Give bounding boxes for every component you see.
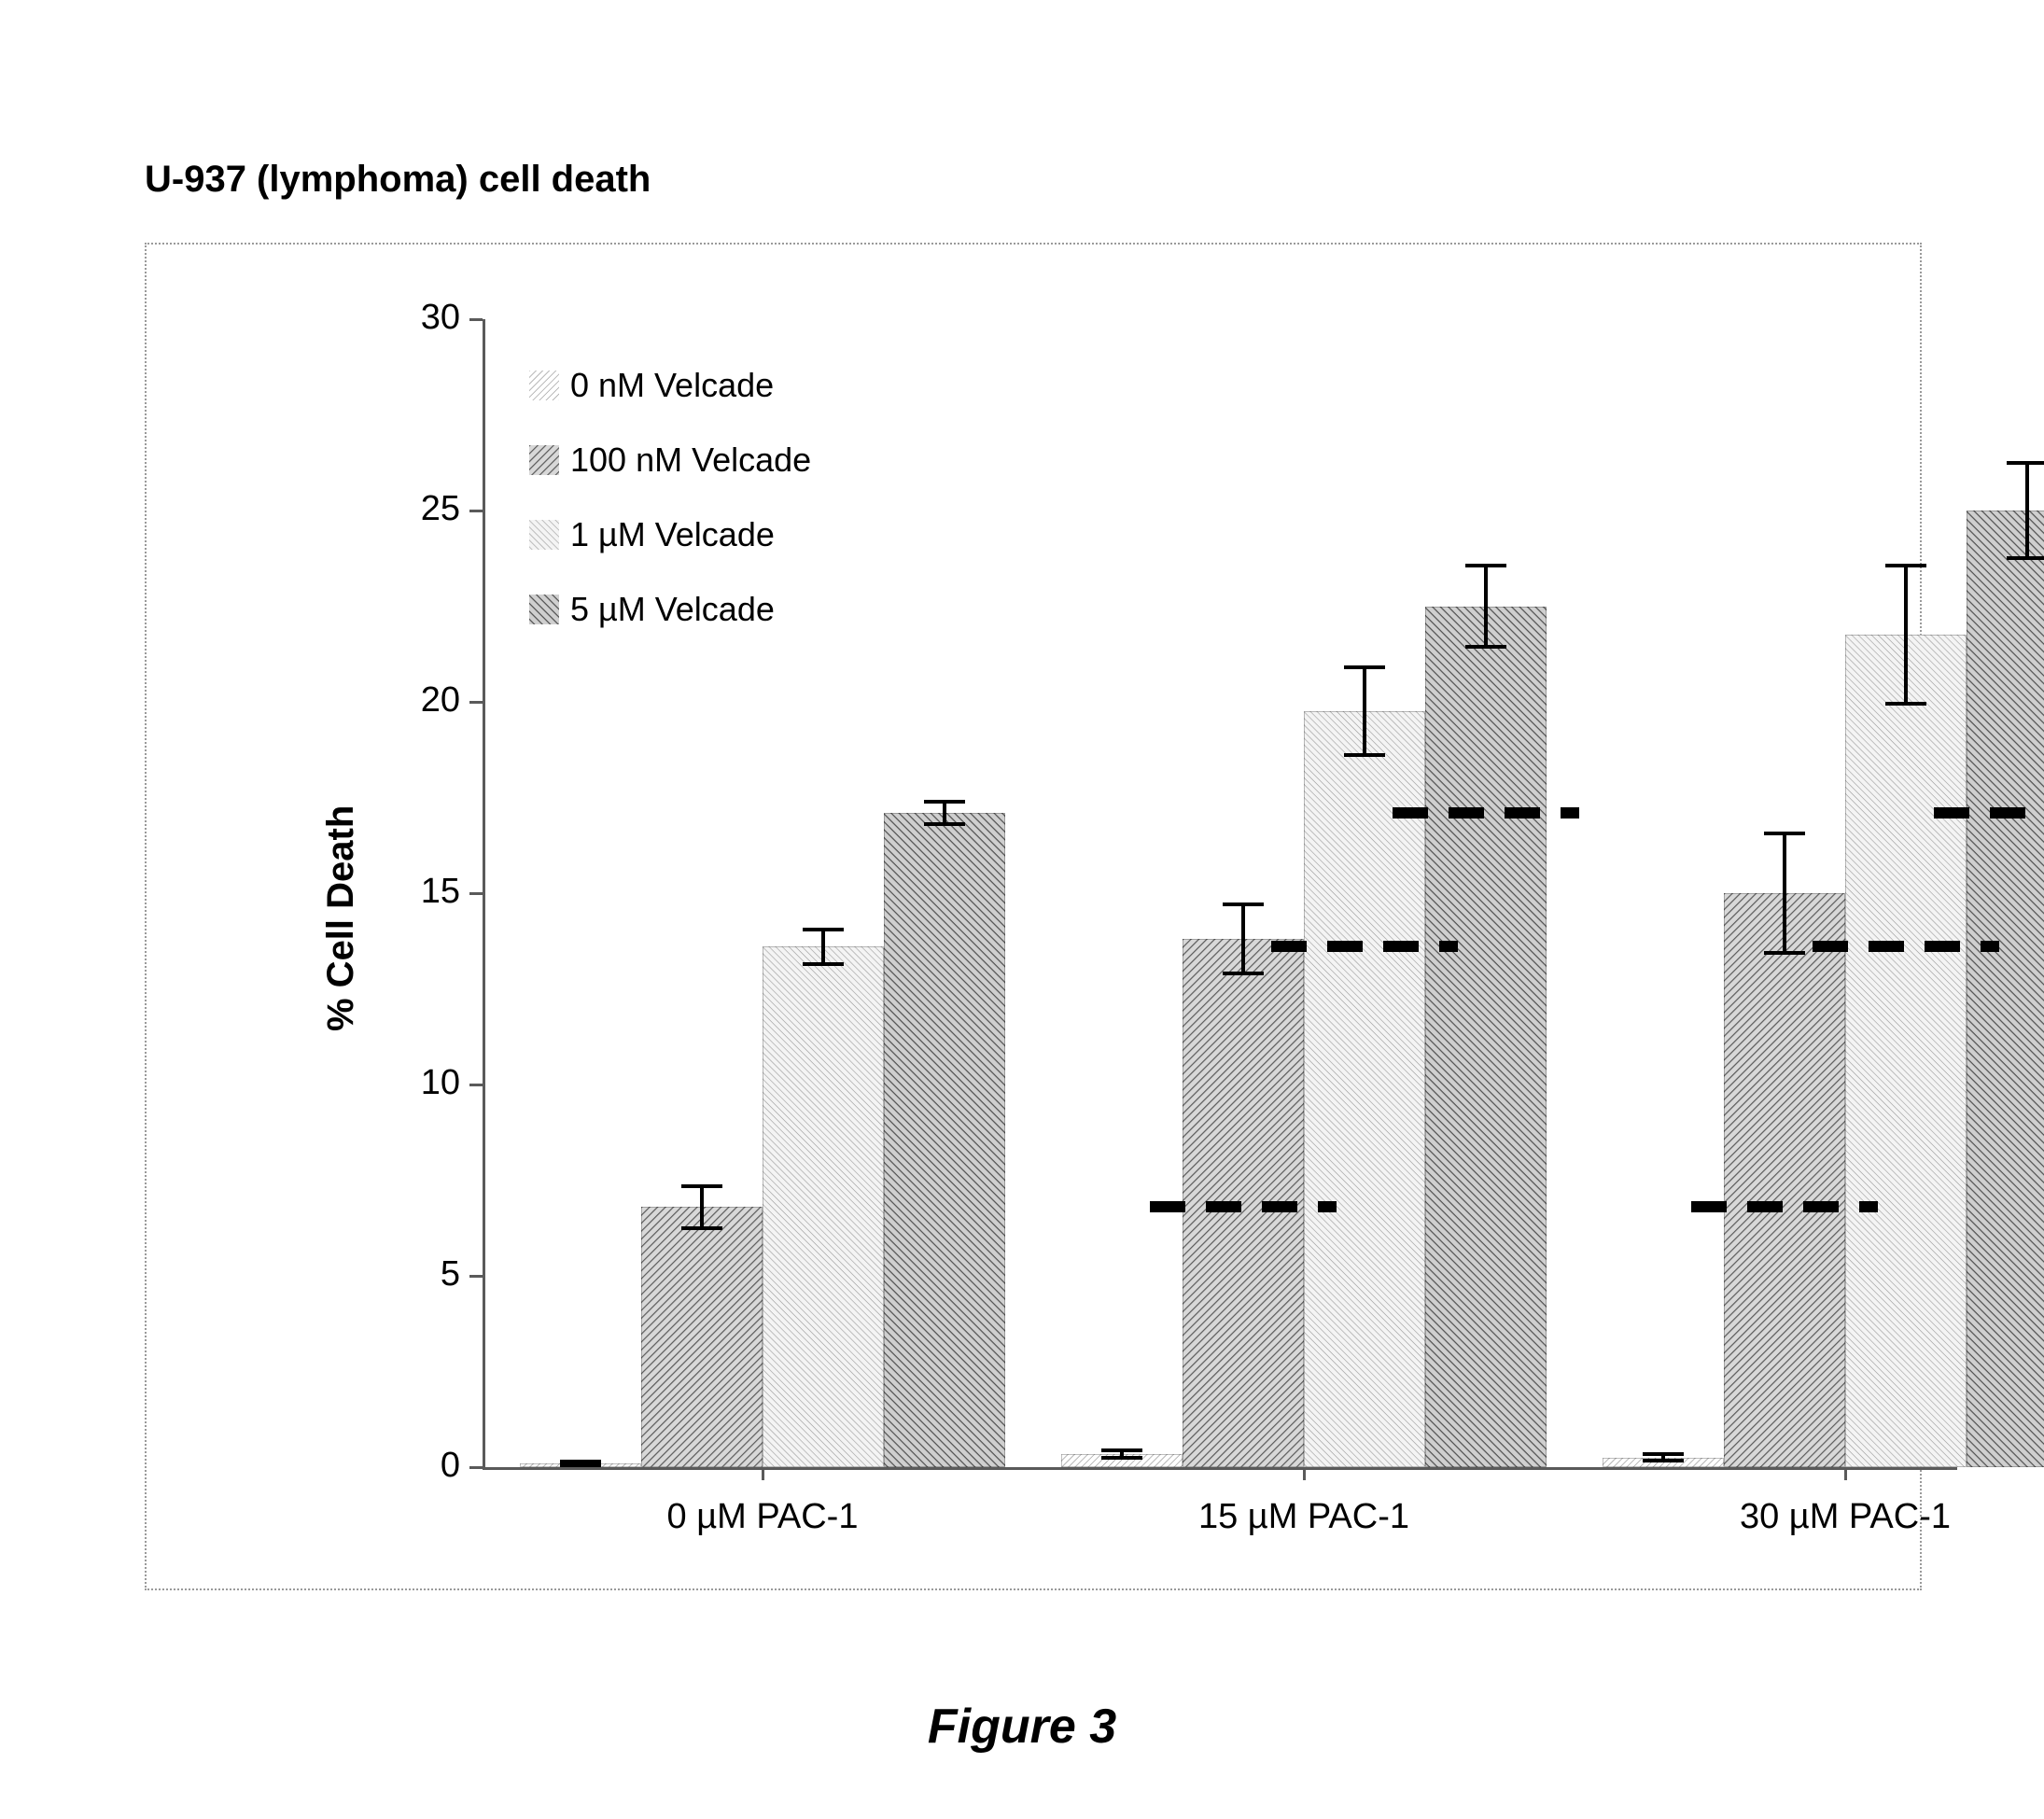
reference-line xyxy=(1393,807,1579,819)
bar xyxy=(1845,635,1967,1467)
bar xyxy=(520,1463,641,1467)
reference-line xyxy=(1691,1201,1878,1212)
reference-line xyxy=(1150,1201,1337,1212)
legend: 0 nM Velcade 100 nM Velcade 1 µM Velcade 5 … xyxy=(529,366,921,665)
y-tick-label: 25 xyxy=(376,489,460,529)
bar xyxy=(1724,893,1845,1467)
x-category-label: 15 µM PAC-1 xyxy=(1024,1497,1584,1537)
legend-swatch xyxy=(529,520,559,550)
y-tick-label: 10 xyxy=(376,1063,460,1103)
y-axis xyxy=(483,319,485,1467)
y-tick xyxy=(469,1466,483,1469)
y-tick-label: 0 xyxy=(376,1446,460,1486)
bar xyxy=(1425,607,1547,1468)
y-tick-label: 5 xyxy=(376,1254,460,1294)
legend-item: 1 µM Velcade xyxy=(529,515,775,554)
reference-line xyxy=(1271,941,1458,952)
y-tick-label: 15 xyxy=(376,872,460,912)
legend-item: 100 nM Velcade xyxy=(529,441,811,480)
bar xyxy=(1061,1454,1183,1467)
y-tick xyxy=(469,701,483,704)
y-tick-label: 30 xyxy=(376,298,460,338)
chart-title: U-937 (lymphoma) cell death xyxy=(145,159,651,201)
x-tick xyxy=(762,1467,764,1480)
y-tick xyxy=(469,892,483,895)
y-tick-label: 20 xyxy=(376,680,460,721)
bar xyxy=(1304,711,1425,1467)
x-axis xyxy=(483,1467,1957,1470)
bar xyxy=(1603,1458,1724,1467)
x-tick xyxy=(1303,1467,1306,1480)
bar xyxy=(641,1207,763,1467)
y-axis-title: % Cell Death xyxy=(320,805,362,1030)
bar xyxy=(884,813,1005,1467)
legend-label: 0 nM Velcade xyxy=(570,366,774,405)
legend-label: 5 µM Velcade xyxy=(570,590,775,629)
legend-label: 100 nM Velcade xyxy=(570,441,811,480)
legend-label: 1 µM Velcade xyxy=(570,515,775,554)
figure-caption: Figure 3 xyxy=(0,1699,2044,1755)
y-tick xyxy=(469,510,483,512)
y-tick xyxy=(469,1084,483,1086)
y-tick xyxy=(469,318,483,321)
bar xyxy=(763,946,884,1467)
chart-panel: 0 5 10 15 20 25 30 % Cell Death 0 µM PAC-115 µM … xyxy=(145,243,1922,1590)
bar xyxy=(1967,511,2044,1467)
legend-swatch xyxy=(529,371,559,400)
x-category-label: 0 µM PAC-1 xyxy=(483,1497,1043,1537)
plot-area: 051015202530% Cell Death0 µM PAC-115 µM … xyxy=(483,319,1957,1467)
legend-item: 5 µM Velcade xyxy=(529,590,775,629)
reference-line xyxy=(1934,807,2044,819)
legend-swatch xyxy=(529,595,559,624)
legend-swatch xyxy=(529,445,559,475)
x-tick xyxy=(1844,1467,1847,1480)
page: U-937 (lymphoma) cell death 0 5 10 15 20 25 30… xyxy=(0,0,2044,1819)
legend-item: 0 nM Velcade xyxy=(529,366,774,405)
reference-line xyxy=(1813,941,1999,952)
y-tick xyxy=(469,1275,483,1278)
x-category-label: 30 µM PAC-1 xyxy=(1565,1497,2044,1537)
